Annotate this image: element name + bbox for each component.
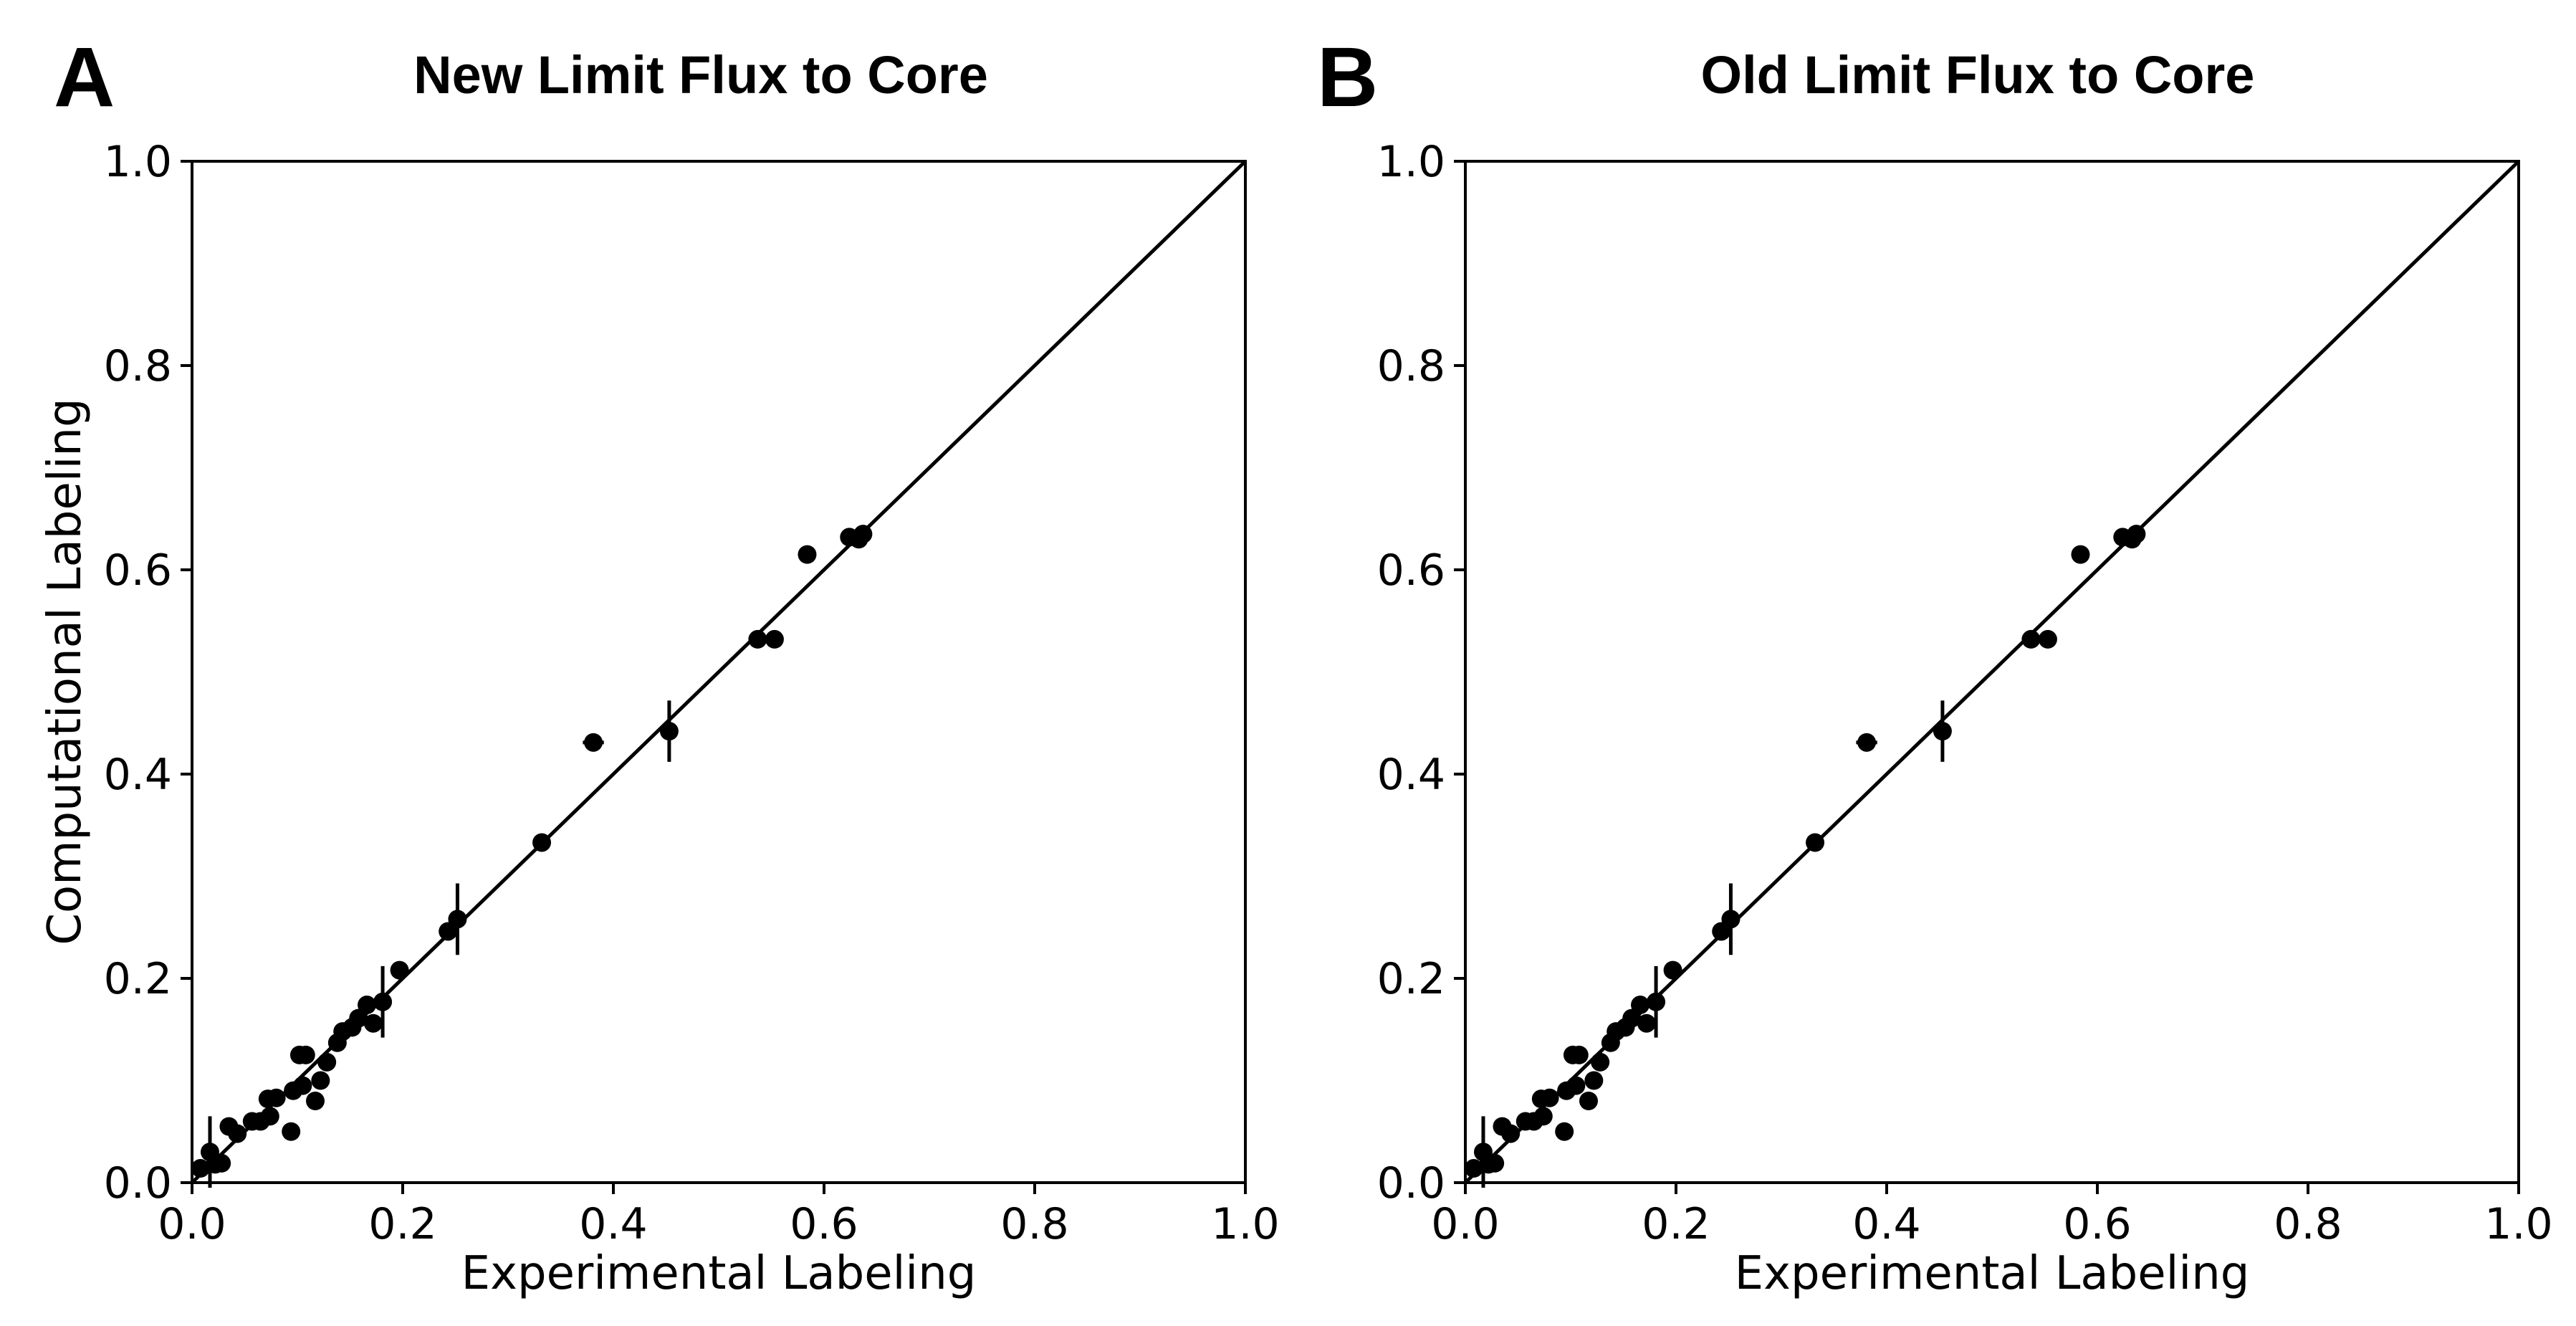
x-tick-label: 0.4 — [579, 1199, 647, 1249]
data-point — [1663, 960, 1682, 980]
data-point — [1622, 1008, 1642, 1028]
data-point — [1857, 733, 1877, 752]
x-tick-label: 0.0 — [1431, 1199, 1499, 1249]
data-point — [765, 629, 784, 649]
data-point — [2021, 629, 2041, 649]
data-point — [305, 1092, 325, 1110]
data-point — [853, 525, 873, 544]
data-point — [2071, 545, 2090, 564]
data-point — [1540, 1088, 1559, 1107]
plot-frame-a — [191, 160, 1247, 1184]
panel-letter-b: B — [1317, 30, 1378, 125]
x-tick-label: 0.2 — [368, 1199, 436, 1249]
data-point — [584, 733, 603, 752]
data-point — [748, 629, 767, 649]
data-point — [293, 1076, 312, 1095]
y-tick-label: 0.8 — [1377, 341, 1445, 391]
data-point — [349, 1008, 368, 1028]
data-point — [282, 1122, 301, 1141]
data-point — [358, 996, 377, 1015]
data-point — [1806, 833, 1825, 852]
data-point — [363, 1013, 383, 1033]
x-tick-label: 1.0 — [2484, 1199, 2552, 1249]
data-point — [212, 1153, 231, 1173]
data-point — [1555, 1122, 1574, 1141]
data-point — [1933, 722, 1952, 741]
x-axis-label-a: Experimental Labeling — [461, 1247, 977, 1300]
y-tick-label: 0.0 — [104, 1158, 172, 1208]
data-point — [317, 1052, 337, 1072]
data-point — [659, 722, 679, 741]
data-point — [1501, 1124, 1521, 1143]
chart-title-b: Old Limit Flux to Core — [1701, 45, 2255, 105]
y-tick-label: 1.0 — [104, 137, 172, 187]
y-tick-label: 0.0 — [1377, 1158, 1445, 1208]
y-tick-label: 0.6 — [1377, 545, 1445, 596]
x-tick-label: 0.8 — [2274, 1199, 2342, 1249]
x-tick-label: 0.6 — [790, 1199, 858, 1249]
tick-layer-a: 0.0 0.2 0.4 0.6 0.8 1.0 0.0 0.2 0.4 0.6 0.8 1.0 — [104, 137, 1280, 1249]
x-tick-label: 0.6 — [2063, 1199, 2131, 1249]
y-tick-label: 0.2 — [104, 954, 172, 1004]
data-point — [1637, 1013, 1656, 1033]
x-tick-label: 0.2 — [1642, 1199, 1710, 1249]
data-point — [1647, 992, 1666, 1011]
x-tick-label: 1.0 — [1211, 1199, 1279, 1249]
data-point — [260, 1107, 279, 1126]
plot-frame-b — [1464, 160, 2520, 1184]
data-point — [1584, 1071, 1604, 1090]
data-point — [1464, 1159, 1483, 1178]
x-tick-label: 0.4 — [1852, 1199, 1920, 1249]
data-point — [373, 992, 393, 1011]
data-point — [1566, 1076, 1586, 1095]
data-point — [798, 545, 817, 564]
data-point — [448, 910, 467, 929]
y-tick-label: 0.8 — [104, 341, 172, 391]
data-point — [296, 1045, 315, 1064]
y-tick-label: 0.2 — [1377, 954, 1445, 1004]
data-point — [2127, 525, 2146, 544]
data-point — [1579, 1092, 1598, 1110]
panel-a: A New Limit Flux to Core 0.0 0.2 0.4 0.6 0.8… — [39, 30, 1280, 1300]
chart-title-a: New Limit Flux to Core — [413, 45, 988, 105]
data-point — [390, 960, 409, 980]
x-tick-label: 0.8 — [1000, 1199, 1068, 1249]
y-tick-label: 0.6 — [104, 545, 172, 596]
data-point — [1591, 1052, 1610, 1072]
data-point — [1721, 910, 1741, 929]
y-tick-label: 0.4 — [104, 750, 172, 800]
tick-layer-b: 0.0 0.2 0.4 0.6 0.8 1.0 0.0 0.2 0.4 0.6 0.8 1.0 — [1377, 137, 2553, 1249]
y-axis-label-a: Computational Labeling — [39, 398, 92, 945]
y-tick-label: 1.0 — [1377, 137, 1445, 187]
data-point — [1631, 996, 1650, 1015]
data-layer-b — [1464, 160, 2520, 1188]
data-point — [532, 833, 552, 852]
data-point — [1569, 1045, 1589, 1064]
x-tick-label: 0.0 — [158, 1199, 226, 1249]
panel-b: B Old Limit Flux to Core 0.0 0.2 0.4 0.6 0.8… — [1317, 30, 2553, 1300]
data-point — [191, 1159, 210, 1178]
data-point — [267, 1088, 286, 1107]
y-tick-label: 0.4 — [1377, 750, 1445, 800]
data-point — [228, 1124, 247, 1143]
x-axis-label-b: Experimental Labeling — [1735, 1247, 2250, 1300]
panel-letter-a: A — [54, 30, 115, 125]
data-point — [2038, 629, 2057, 649]
data-point — [1533, 1107, 1553, 1126]
data-point — [311, 1071, 330, 1090]
data-layer-a — [191, 160, 1247, 1188]
data-point — [1485, 1153, 1505, 1173]
